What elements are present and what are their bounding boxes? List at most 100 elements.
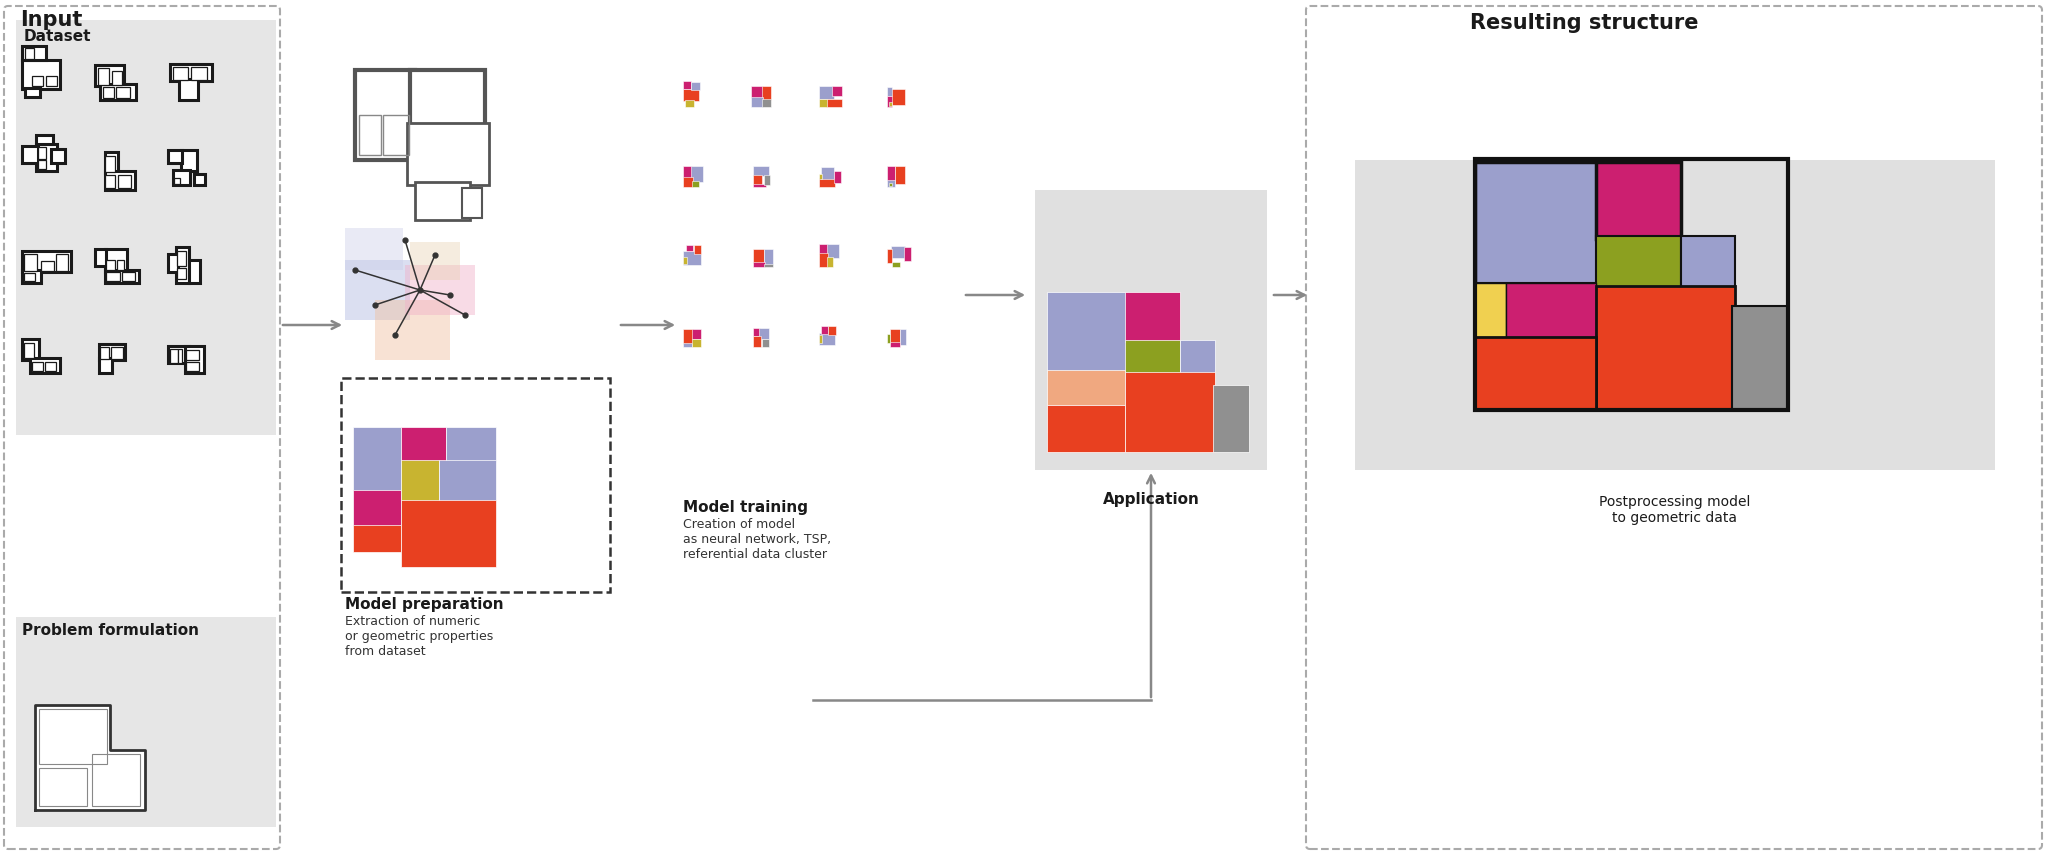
Bar [401,500,496,567]
Bar [172,170,190,186]
Bar [887,249,893,262]
FancyBboxPatch shape [342,378,610,592]
Bar [764,264,772,267]
Bar [754,328,760,337]
Bar [899,329,907,345]
Text: Extraction of numeric
or geometric properties
from dataset: Extraction of numeric or geometric prope… [344,615,494,658]
Bar [895,167,905,184]
Bar [195,174,205,186]
Bar [401,427,446,462]
Bar [106,260,115,269]
Bar [819,245,827,254]
Bar [834,171,842,183]
Bar [762,339,770,347]
Bar [39,147,45,159]
Bar [819,98,827,107]
Bar [692,339,700,347]
Bar [104,156,115,172]
Bar [889,102,891,106]
Bar [1124,292,1180,342]
Bar [25,48,35,59]
Bar [682,328,692,344]
Bar [827,256,834,267]
Bar [408,123,489,185]
Bar [754,174,762,185]
Text: Dataset: Dataset [25,29,92,44]
Bar [186,351,199,360]
Bar [104,152,119,173]
Bar [762,86,772,100]
Bar [104,269,139,283]
Bar [821,167,834,179]
Bar [694,245,700,255]
Bar [1212,385,1249,452]
Bar [889,183,893,186]
Text: Model preparation: Model preparation [344,597,504,612]
Bar [682,177,692,187]
Bar [754,262,766,267]
Bar [104,249,127,272]
Bar [752,86,762,97]
Bar [178,349,182,363]
Bar [1356,160,1995,470]
Bar [690,82,700,90]
Bar [168,346,188,363]
Bar [25,343,35,357]
Bar [121,272,135,281]
Text: Model training: Model training [682,500,809,515]
Bar [184,346,205,373]
Bar [821,326,827,333]
Bar [1681,236,1735,310]
Bar [172,67,188,80]
Bar [410,242,461,280]
Bar [117,86,131,98]
Bar [819,333,836,345]
Bar [354,70,416,160]
Bar [106,272,119,281]
Bar [174,178,180,185]
Bar [1034,190,1268,470]
Bar [825,98,842,107]
Bar [891,89,905,105]
Bar [1595,236,1681,289]
Bar [92,754,139,806]
Bar [686,100,694,107]
Bar [352,490,401,527]
Bar [1124,340,1180,374]
Bar [170,64,211,81]
Bar [1475,159,1788,410]
Bar [406,265,475,315]
Bar [25,254,37,271]
Bar [190,67,207,80]
Bar [102,86,115,98]
Bar [1047,405,1124,432]
Bar [1595,162,1681,239]
Bar [819,335,821,343]
Bar [682,343,692,347]
Bar [692,181,698,187]
Bar [1047,292,1126,372]
Bar [98,345,125,360]
Bar [887,96,893,107]
Bar [1180,340,1214,387]
Bar [831,86,842,96]
Bar [383,115,410,155]
Bar [117,260,125,269]
Bar [889,329,901,343]
Bar [682,166,692,178]
Bar [41,261,55,271]
Bar [416,182,469,220]
Bar [31,76,43,86]
Bar [23,251,72,272]
Bar [176,247,188,283]
Bar [438,460,496,522]
Bar [23,46,45,60]
Bar [692,328,700,339]
Bar [168,255,178,272]
Bar [764,249,772,265]
Bar [37,144,57,171]
Bar [1475,283,1595,340]
Bar [100,84,135,100]
FancyBboxPatch shape [4,6,281,849]
Bar [358,115,381,155]
